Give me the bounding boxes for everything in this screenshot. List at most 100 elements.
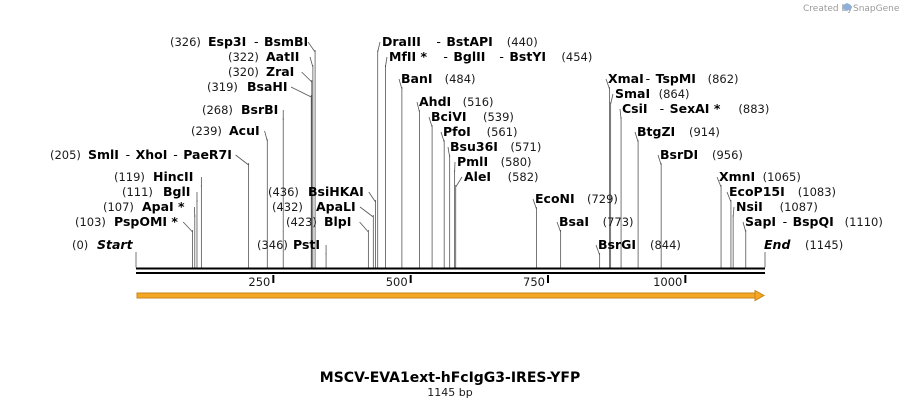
cut-position: (326) bbox=[170, 35, 201, 49]
enzyme-label[interactable]: EcoNI (729) bbox=[535, 191, 618, 206]
leader-connector bbox=[182, 221, 193, 233]
cut-position: (103) bbox=[75, 215, 106, 229]
leader-connector bbox=[532, 198, 537, 210]
leader-connector bbox=[264, 130, 268, 142]
enzyme-separator: - bbox=[443, 49, 448, 64]
enzyme-separator: - bbox=[436, 34, 441, 49]
axis-tick-label: 1000 bbox=[653, 275, 682, 289]
leader-connector bbox=[235, 154, 249, 166]
enzyme-label[interactable]: DraIII - BstAPI (440) bbox=[382, 34, 538, 49]
enzyme-label[interactable]: XmnI (1065) bbox=[719, 169, 801, 184]
feature-arrow[interactable] bbox=[136, 289, 766, 302]
cut-position: (440) bbox=[507, 35, 538, 49]
cut-position: (346) bbox=[257, 238, 288, 252]
cut-position: (1087) bbox=[780, 200, 818, 214]
enzyme-label[interactable]: ZraI (320) bbox=[228, 64, 294, 79]
enzyme-name: SmlI bbox=[88, 147, 119, 162]
snapgene-logo-icon bbox=[843, 3, 851, 11]
enzyme-label[interactable]: BanI (484) bbox=[401, 71, 476, 86]
enzyme-label[interactable]: CsiI - SexAI * (883) bbox=[622, 101, 769, 116]
end-marker-name: Start bbox=[97, 237, 134, 252]
enzyme-name: BstAPI bbox=[446, 34, 492, 49]
leader-connector bbox=[428, 116, 433, 128]
enzyme-label[interactable]: XmaI - TspMI (862) bbox=[608, 71, 739, 86]
enzyme-label[interactable]: AatII (322) bbox=[228, 49, 299, 64]
enzyme-label[interactable]: SmlI - XhoI - PaeR7I(205) bbox=[50, 147, 232, 162]
start-label: (0) Start bbox=[72, 237, 134, 252]
enzyme-label[interactable]: AhdI (516) bbox=[419, 94, 494, 109]
enzyme-label[interactable]: PfoI (561) bbox=[443, 124, 518, 139]
enzyme-label[interactable]: BglI (111) bbox=[122, 184, 190, 199]
cut-position: (773) bbox=[603, 215, 634, 229]
cut-position: (484) bbox=[445, 72, 476, 86]
enzyme-name: ApaI * bbox=[142, 199, 185, 214]
leader-connector bbox=[455, 176, 463, 188]
enzyme-name: MfII * bbox=[389, 49, 428, 64]
enzyme-label[interactable]: AcuI (239) bbox=[191, 123, 260, 138]
enzyme-label[interactable]: BsaHI (319) bbox=[207, 79, 288, 94]
enzyme-label[interactable]: SmaI (864) bbox=[615, 86, 690, 101]
enzyme-label[interactable]: BsrGI (844) bbox=[598, 237, 681, 252]
axis-tick-label: 500 bbox=[386, 275, 408, 289]
enzyme-name: BsiHKAI bbox=[308, 184, 364, 199]
enzyme-label[interactable]: HincII (119) bbox=[114, 169, 193, 184]
cut-position: (539) bbox=[483, 110, 514, 124]
credit-brand: SnapGene bbox=[853, 4, 900, 14]
cut-position: (561) bbox=[487, 125, 518, 139]
enzyme-label[interactable]: AleI (582) bbox=[464, 169, 539, 184]
enzyme-name: AcuI bbox=[229, 123, 260, 138]
cut-position: (862) bbox=[708, 72, 739, 86]
enzyme-label[interactable]: ApaLI (432) bbox=[272, 199, 356, 214]
leader-connector bbox=[634, 131, 639, 143]
enzyme-label[interactable]: BsrBI (268) bbox=[202, 102, 278, 117]
leader-connector bbox=[398, 78, 403, 90]
enzyme-name: TspMI bbox=[656, 71, 696, 86]
enzyme-label[interactable]: BsaI (773) bbox=[559, 214, 634, 229]
enzyme-name: PstI bbox=[293, 237, 320, 252]
enzyme-label[interactable]: BciVI (539) bbox=[431, 109, 514, 124]
enzyme-separator: - bbox=[126, 147, 131, 162]
enzyme-label[interactable]: EcoP15I (1083) bbox=[729, 184, 836, 199]
enzyme-name: CsiI bbox=[622, 101, 648, 116]
enzyme-name: XmnI bbox=[719, 169, 755, 184]
enzyme-name: BglI bbox=[163, 184, 190, 199]
cut-position: (914) bbox=[689, 125, 720, 139]
enzyme-label[interactable]: BsiHKAI (436) bbox=[268, 184, 364, 199]
enzyme-label[interactable]: PmlI (580) bbox=[457, 154, 532, 169]
enzyme-label[interactable]: ApaI * (107) bbox=[103, 199, 185, 214]
enzyme-name: Esp3I bbox=[208, 34, 246, 49]
enzyme-name: BanI bbox=[401, 71, 433, 86]
enzyme-name: BlpI bbox=[324, 214, 351, 229]
enzyme-separator: - bbox=[646, 71, 651, 86]
enzyme-name: BsrGI bbox=[598, 237, 636, 252]
enzyme-name: SexAI * bbox=[670, 101, 721, 116]
leader-connector bbox=[309, 56, 314, 68]
enzyme-label[interactable]: NsiI (1087) bbox=[736, 199, 818, 214]
enzyme-label[interactable]: MfII * - BglII - BstYI (454) bbox=[389, 49, 592, 64]
cut-position: (319) bbox=[207, 80, 238, 94]
enzyme-label[interactable]: BsrDI (956) bbox=[660, 147, 743, 162]
cut-position: (268) bbox=[202, 103, 233, 117]
leader-connector bbox=[440, 131, 445, 143]
cut-position: (571) bbox=[510, 140, 541, 154]
enzyme-label[interactable]: Bsu36I (571) bbox=[450, 139, 541, 154]
leader-connector bbox=[416, 101, 420, 113]
enzyme-name: AatII bbox=[266, 49, 299, 64]
cut-position: (1083) bbox=[798, 185, 836, 199]
enzyme-name: PmlI bbox=[457, 154, 488, 169]
enzyme-label[interactable]: Esp3I - BsmBI (326) bbox=[170, 34, 308, 49]
enzyme-label[interactable]: SapI - BspQI (1110) bbox=[745, 214, 883, 229]
enzyme-separator: - bbox=[499, 49, 504, 64]
enzyme-label[interactable]: PstI (346) bbox=[257, 237, 320, 252]
enzyme-name: SapI bbox=[745, 214, 776, 229]
cut-position: (436) bbox=[268, 185, 299, 199]
enzyme-label[interactable]: BlpI (423) bbox=[286, 214, 351, 229]
enzyme-label[interactable]: PspOMI * (103) bbox=[75, 214, 178, 229]
end-label: (1145) End bbox=[764, 237, 843, 252]
enzyme-label[interactable]: BtgZI (914) bbox=[637, 124, 720, 139]
axis: 250 500 750 1000 bbox=[248, 275, 687, 289]
enzyme-name: AhdI bbox=[419, 94, 451, 109]
enzyme-name: PaeR7I bbox=[183, 147, 232, 162]
enzyme-name: BsrDI bbox=[660, 147, 698, 162]
